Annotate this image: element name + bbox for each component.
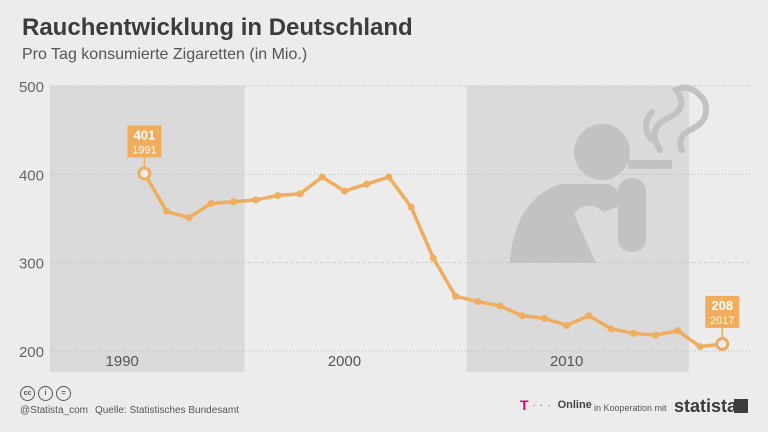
t-logo-dots: · · ·	[532, 400, 552, 410]
t-online-label: Online	[557, 399, 592, 411]
x-tick-label: 1990	[106, 353, 139, 370]
data-point	[652, 331, 660, 339]
cc-icon: cc	[20, 386, 35, 401]
y-tick-label: 300	[19, 256, 44, 273]
statista-logo[interactable]: statista	[674, 396, 738, 416]
data-point	[363, 180, 371, 188]
endpoint-marker	[715, 336, 730, 351]
annotation-box	[127, 125, 162, 158]
annotation-year: 1991	[132, 144, 156, 156]
smoker-icon	[510, 84, 710, 263]
x-tick-label: 2010	[550, 353, 583, 370]
data-point	[207, 199, 215, 207]
cc-license-icons[interactable]: cc i =	[20, 386, 71, 401]
chart-subtitle: Pro Tag konsumierte Zigaretten (in Mio.)	[22, 46, 308, 63]
data-point	[585, 312, 593, 320]
data-point	[629, 329, 637, 337]
data-point	[296, 190, 304, 198]
data-point	[518, 312, 526, 320]
by-icon: i	[38, 386, 53, 401]
data-point	[274, 192, 282, 200]
data-point	[407, 203, 415, 211]
data-point	[674, 327, 682, 335]
t-online-logo[interactable]: T · · · Online	[520, 397, 592, 413]
data-point	[185, 214, 193, 222]
y-tick-label: 200	[19, 344, 44, 361]
footer: cc i = @Statista_com Quelle: Statistisch…	[0, 386, 768, 432]
x-tick-label: 2000	[328, 353, 361, 370]
annotation-box	[705, 295, 740, 328]
statista-handle[interactable]: @Statista_com	[20, 405, 88, 416]
cooperation-text: in Kooperation mit	[594, 403, 667, 413]
source-text: Quelle: Statistisches Bundesamt	[95, 405, 239, 416]
y-tick-label: 500	[19, 79, 44, 96]
statista-mark-icon	[734, 399, 748, 413]
annotation-year: 2017	[710, 315, 734, 327]
data-point	[607, 325, 615, 333]
t-logo-letter: T	[520, 397, 529, 413]
annotation-value: 208	[711, 298, 733, 313]
nd-icon: =	[56, 386, 71, 401]
data-point	[385, 173, 393, 181]
data-point	[452, 292, 460, 300]
data-point	[229, 198, 237, 206]
data-point	[252, 196, 260, 204]
data-point	[340, 187, 348, 195]
data-point	[429, 254, 437, 262]
annotation-value: 401	[134, 127, 156, 142]
y-tick-label: 400	[19, 167, 44, 184]
data-point	[696, 343, 704, 351]
data-point	[318, 173, 326, 181]
data-point	[563, 321, 571, 329]
data-point	[163, 207, 171, 215]
data-point	[540, 314, 548, 322]
endpoint-marker	[137, 166, 152, 181]
chart-title: Rauchentwicklung in Deutschland	[22, 14, 413, 41]
data-point	[496, 302, 504, 310]
line-chart: 200 300 400 500 1990 2000 2010 401 1991 208 2017	[19, 79, 750, 372]
data-point	[474, 298, 482, 306]
